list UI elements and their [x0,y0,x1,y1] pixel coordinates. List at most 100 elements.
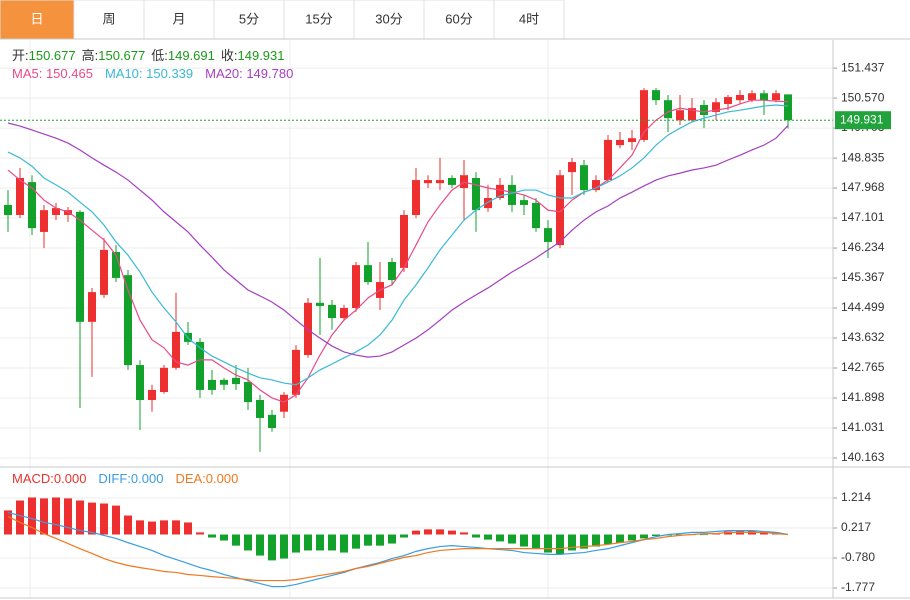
macd-bar [280,534,288,559]
macd-bar [556,534,564,555]
candle-body [316,302,324,306]
macd-bar [472,534,480,538]
macd-bar [112,505,120,535]
y-tick-label: 147.101 [841,210,885,224]
candle-body [244,382,252,403]
candle-body [136,365,144,400]
candle-body [664,100,672,119]
y-tick-label: -1.777 [841,580,875,594]
macd-bar [448,530,456,535]
header-label: 高: [82,48,99,63]
macd-bar [28,497,36,535]
candle-body [364,265,372,283]
header-label: 收: [221,48,238,63]
candle-body [196,341,204,390]
tab-label[interactable]: 60分 [445,11,472,26]
header-value: 149.931 [238,48,285,63]
macd-bar [16,500,24,535]
macd-bar [340,534,348,553]
candle-body [16,177,24,215]
candle-body [328,304,336,319]
candle-body [748,93,756,101]
macd-bar [652,534,660,537]
macd-bar [496,534,504,542]
macd-bar [460,532,468,535]
tab[interactable] [423,0,495,40]
y-tick-label: 151.437 [841,60,885,74]
macd-bar [196,532,204,535]
macd-line [7,515,789,582]
candle-body [280,394,288,412]
y-tick-label: 143.632 [841,330,885,344]
candle-body [304,302,312,356]
tab[interactable] [493,0,565,40]
candle-body [88,292,96,322]
candle-body [52,208,60,215]
candle-body [172,331,180,368]
legend-entry: MA5: 150.465 [12,66,93,81]
macd-bar [292,534,300,553]
last-price-label: 149.931 [840,112,884,126]
y-tick-label: 146.234 [841,240,885,254]
macd-bar [568,534,576,551]
legend: MACD:0.000 DIFF:0.000 DEA:0.000 [12,471,238,486]
candle-body [220,379,228,385]
macd-bar [520,534,528,547]
candle-body [352,265,360,309]
y-tick-label: 141.031 [841,420,885,434]
tab-label[interactable]: 4时 [519,11,539,26]
macd-bar [604,534,612,545]
ma-line [7,99,789,403]
candle-body [520,200,528,205]
candle-body [100,249,108,295]
y-tick-label: 147.968 [841,180,885,194]
y-tick-label: 144.499 [841,300,885,314]
legend-entry: DEA:0.000 [175,471,238,486]
tab-label[interactable]: 日 [30,11,43,26]
macd-bar [88,502,96,535]
macd-bar [172,520,180,535]
macd-bar [100,503,108,535]
macd-bar [544,534,552,553]
period-tabs: 日 周 月 5分 15分 30分 60分 4时 [0,0,565,40]
ma-line [7,104,789,386]
y-tick-label: 148.835 [841,150,885,164]
macd-bar [40,498,48,535]
tab-label[interactable]: 月 [172,11,185,26]
header-value: 150.677 [98,48,145,63]
y-tick-label: 0.217 [841,520,871,534]
candle-body [784,94,792,121]
legend-entry: MACD:0.000 [12,471,86,486]
candle-body [256,399,264,418]
candle-body [568,162,576,173]
tab[interactable] [213,0,285,40]
tab-label[interactable]: 周 [102,11,115,26]
legend-entry: MA10: 150.339 [105,66,193,81]
macd-bar [268,534,276,561]
plot-layer: 151.437150.570149.703148.835147.968147.1… [0,48,891,594]
macd-bar [364,534,372,546]
macd-bar [412,530,420,535]
macd-bar [388,534,396,544]
macd-bar [184,522,192,535]
candle-body [340,308,348,319]
macd-bar [148,521,156,535]
candle-body [292,349,300,395]
tab[interactable] [283,0,355,40]
candle-body [472,177,480,211]
macd-bar [700,534,708,536]
tab-label[interactable]: 5分 [239,11,259,26]
tab-label[interactable]: 15分 [305,11,332,26]
tab-label[interactable]: 30分 [375,11,402,26]
candle-body [604,139,612,181]
macd-bar [592,534,600,547]
candle-body [208,379,216,390]
candle-body [688,108,696,121]
candle-body [496,184,504,199]
candle-body [160,367,168,393]
candle-body [76,211,84,322]
macd-bar [532,534,540,549]
macd-bar [424,529,432,535]
tab[interactable] [73,0,145,40]
